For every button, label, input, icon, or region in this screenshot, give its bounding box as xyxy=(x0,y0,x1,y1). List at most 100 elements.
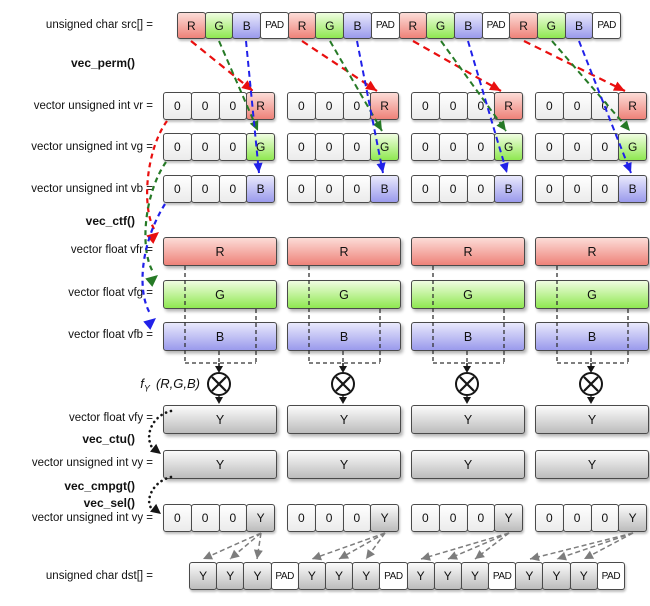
vfb-bar-0: B xyxy=(163,322,277,351)
cell-0: 0 xyxy=(562,133,592,161)
multiply-circle-icon xyxy=(455,372,479,396)
formula-subscript: Y xyxy=(143,383,150,394)
cell-g: G xyxy=(315,12,345,39)
cell-0: 0 xyxy=(438,92,468,120)
cell-y: Y xyxy=(494,504,523,532)
label-vy2-row: vector unsigned int vy = xyxy=(31,512,153,524)
label-vfb-row: vector float vfb = xyxy=(68,329,153,341)
vfb-bar-1: B xyxy=(287,322,401,351)
cell-0: 0 xyxy=(590,92,620,120)
cell-0: 0 xyxy=(590,175,620,203)
cell-0: 0 xyxy=(342,92,372,120)
vfg-bar-1: G xyxy=(287,280,401,309)
label-vfr-row: vector float vfr = xyxy=(70,244,153,256)
cell-g: G xyxy=(204,12,234,39)
cell-0: 0 xyxy=(466,133,496,161)
vfy-bar-0: Y xyxy=(163,405,277,434)
cell-0: 0 xyxy=(590,133,620,161)
cell-0: 0 xyxy=(438,133,468,161)
cell-0: 0 xyxy=(342,504,372,532)
cell-0: 0 xyxy=(218,504,248,532)
multiply-circle-icon xyxy=(331,372,355,396)
vy-bar-0: Y xyxy=(163,450,277,479)
cell-0: 0 xyxy=(562,175,592,203)
cell-0: 0 xyxy=(163,175,192,203)
vy-bar-1: Y xyxy=(287,450,401,479)
cell-y: Y xyxy=(352,562,381,590)
label-vec-perm: vec_perm() xyxy=(70,56,135,70)
cell-b: B xyxy=(370,175,399,203)
src-row: R G B PAD R G B PAD R G B PAD R G B PAD xyxy=(177,12,621,39)
cell-y: Y xyxy=(433,562,462,590)
label-vec-ctf: vec_ctf() xyxy=(85,214,135,228)
label-vb-row: vector unsigned int vb = xyxy=(31,183,153,195)
cell-0: 0 xyxy=(287,504,316,532)
cell-0: 0 xyxy=(535,504,564,532)
cell-0: 0 xyxy=(411,175,440,203)
label-vfy-row: vector float vfy = xyxy=(68,412,153,424)
cell-0: 0 xyxy=(535,175,564,203)
cell-pad: PAD xyxy=(481,12,511,39)
vfr-bar-3: R xyxy=(535,237,649,266)
cell-y: Y xyxy=(243,562,272,590)
formula-f: f xyxy=(140,376,144,391)
cell-r: R xyxy=(618,92,647,120)
cell-0: 0 xyxy=(562,92,592,120)
vfg-bar-2: G xyxy=(411,280,525,309)
cell-y: Y xyxy=(406,562,435,590)
cell-0: 0 xyxy=(314,175,344,203)
cell-0: 0 xyxy=(314,92,344,120)
cell-0: 0 xyxy=(342,175,372,203)
cell-0: 0 xyxy=(314,504,344,532)
cell-r: R xyxy=(246,92,275,120)
cell-0: 0 xyxy=(590,504,620,532)
cell-g: G xyxy=(618,133,647,161)
vfr-bar-1: R xyxy=(287,237,401,266)
cell-0: 0 xyxy=(411,133,440,161)
cell-0: 0 xyxy=(314,133,344,161)
cell-pad: PAD xyxy=(260,12,289,39)
vfr-bar-0: R xyxy=(163,237,277,266)
cell-0: 0 xyxy=(163,92,192,120)
vfb-bar-2: B xyxy=(411,322,525,351)
cell-r: R xyxy=(398,12,428,39)
cell-y: Y xyxy=(216,562,245,590)
cell-0: 0 xyxy=(411,504,440,532)
cell-r: R xyxy=(509,12,538,39)
vfy-bar-1: Y xyxy=(287,405,401,434)
label-dst-row: unsigned char dst[] = xyxy=(45,570,153,582)
cell-0: 0 xyxy=(218,92,248,120)
label-src-row: unsigned char src[] = xyxy=(45,19,153,31)
cell-0: 0 xyxy=(562,504,592,532)
label-vec-sel: vec_sel() xyxy=(83,496,135,510)
cell-b: B xyxy=(232,12,262,39)
label-vr-row: vector unsigned int vr = xyxy=(33,100,153,112)
cell-g: G xyxy=(246,133,275,161)
dst-row: Y Y Y PAD Y Y Y PAD Y Y Y PAD Y Y Y PAD xyxy=(189,562,625,590)
cell-pad: PAD xyxy=(488,562,517,590)
cell-y: Y xyxy=(189,562,218,590)
cell-y: Y xyxy=(542,562,571,590)
label-vy-row: vector unsigned int vy = xyxy=(31,457,153,469)
cell-r: R xyxy=(370,92,399,120)
cell-b: B xyxy=(494,175,523,203)
vfy-bar-3: Y xyxy=(535,405,649,434)
cell-0: 0 xyxy=(190,504,220,532)
cell-y: Y xyxy=(324,562,354,590)
cell-g: G xyxy=(426,12,455,39)
cell-0: 0 xyxy=(190,92,220,120)
cell-y: Y xyxy=(569,562,598,590)
cell-b: B xyxy=(343,12,372,39)
cell-0: 0 xyxy=(218,133,248,161)
cell-y: Y xyxy=(618,504,647,532)
label-vec-cmpgt: vec_cmpgt() xyxy=(64,479,135,493)
